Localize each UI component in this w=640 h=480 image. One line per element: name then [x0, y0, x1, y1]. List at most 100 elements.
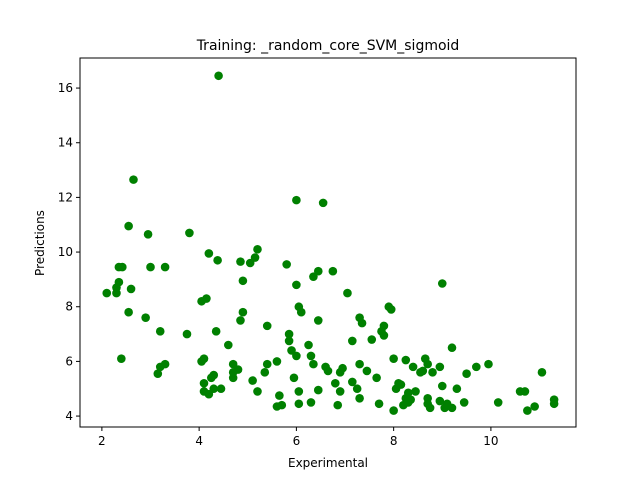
scatter-point	[294, 387, 304, 396]
x-tick-label: 6	[293, 434, 301, 448]
x-axis-label: Experimental	[288, 456, 368, 470]
scatter-point	[277, 400, 287, 410]
scatter-point	[199, 378, 209, 388]
scatter-point	[236, 257, 245, 266]
scatter-point	[228, 373, 238, 383]
scatter-point	[343, 288, 352, 298]
scatter-point	[118, 262, 127, 272]
scatter-point	[141, 313, 150, 322]
scatter-point	[248, 376, 257, 385]
scatter-points	[102, 71, 559, 415]
x-axis-ticks: 2 4 6 8 10	[98, 427, 499, 448]
scatter-point	[306, 351, 316, 361]
scatter-point	[472, 362, 481, 372]
scatter-point	[459, 398, 469, 407]
scatter-point	[155, 327, 165, 336]
scatter-point	[236, 316, 245, 325]
scatter-point	[143, 230, 153, 239]
scatter-point	[348, 377, 357, 387]
scatter-point	[262, 321, 272, 331]
scatter-point	[379, 331, 389, 340]
scatter-point	[435, 362, 445, 372]
scatter-point	[484, 359, 493, 369]
scatter-point	[418, 366, 428, 376]
scatter-point	[523, 406, 532, 415]
scatter-point	[348, 336, 357, 346]
scatter-point	[253, 245, 262, 254]
chart-title: Training: _random_core_SVM_sigmoid	[196, 38, 460, 54]
scatter-point	[330, 378, 340, 388]
scatter-point	[124, 221, 133, 231]
scatter-point	[333, 400, 343, 410]
plot-frame	[79, 57, 577, 428]
scatter-point	[129, 175, 138, 184]
scatter-point	[537, 368, 547, 377]
scatter-point	[216, 384, 226, 394]
scatter-point	[389, 406, 398, 415]
scatter-point	[160, 262, 170, 272]
scatter-point	[437, 279, 447, 288]
scatter-point	[313, 385, 323, 395]
scatter-point	[306, 398, 316, 407]
scatter-point	[367, 335, 377, 344]
scatter-point	[447, 343, 457, 353]
scatter-point	[355, 359, 364, 369]
scatter-point	[275, 391, 284, 400]
y-tick-label: 4	[65, 409, 73, 423]
scatter-point	[389, 354, 398, 363]
y-axis-label: Predictions	[33, 210, 47, 276]
scatter-point	[262, 359, 272, 369]
scatter-point	[357, 318, 367, 328]
scatter-point	[250, 253, 260, 262]
scatter-point	[425, 403, 435, 413]
scatter-point	[146, 262, 155, 272]
scatter-point	[435, 396, 445, 406]
scatter-point	[372, 373, 381, 383]
x-tick-label: 4	[195, 434, 203, 448]
scatter-point	[408, 362, 418, 372]
scatter-point	[282, 260, 291, 269]
scatter-point	[386, 305, 396, 314]
scatter-point	[355, 394, 364, 403]
scatter-point	[233, 365, 243, 374]
scatter-point	[211, 327, 221, 336]
scatter-point	[352, 384, 362, 394]
scatter-point	[292, 195, 301, 205]
scatter-point	[318, 198, 328, 208]
scatter-point	[292, 280, 301, 290]
scatter-point	[272, 357, 282, 366]
x-tick-label: 2	[98, 434, 106, 448]
scatter-point	[238, 276, 248, 286]
y-tick-label: 8	[65, 300, 73, 314]
scatter-point	[379, 321, 389, 331]
x-tick-label: 8	[390, 434, 398, 448]
scatter-point	[452, 384, 462, 394]
y-tick-label: 12	[58, 190, 73, 204]
scatter-point	[374, 399, 384, 409]
scatter-point	[323, 366, 333, 376]
scatter-point	[462, 369, 471, 379]
scatter-point	[428, 368, 437, 377]
y-tick-label: 16	[58, 81, 73, 95]
scatter-point	[126, 284, 136, 294]
scatter-point	[423, 359, 432, 369]
scatter-point	[289, 373, 299, 383]
scatter-point	[160, 359, 170, 369]
scatter-point	[213, 255, 222, 265]
scatter-point	[185, 228, 194, 238]
scatter-point	[403, 388, 413, 398]
scatter-point	[437, 381, 447, 391]
scatter-point	[182, 329, 192, 339]
scatter-point	[396, 380, 406, 389]
scatter-point	[401, 355, 411, 365]
scatter-point	[313, 266, 323, 276]
scatter-point	[260, 368, 270, 377]
scatter-point	[253, 387, 262, 396]
y-axis-ticks: 4 6 8 10 12 14 16	[58, 81, 80, 423]
scatter-point	[294, 399, 304, 409]
scatter-point	[114, 277, 124, 287]
scatter-point	[284, 329, 294, 339]
scatter-point	[117, 354, 126, 363]
scatter-point	[493, 398, 503, 407]
scatter-point	[204, 249, 214, 258]
